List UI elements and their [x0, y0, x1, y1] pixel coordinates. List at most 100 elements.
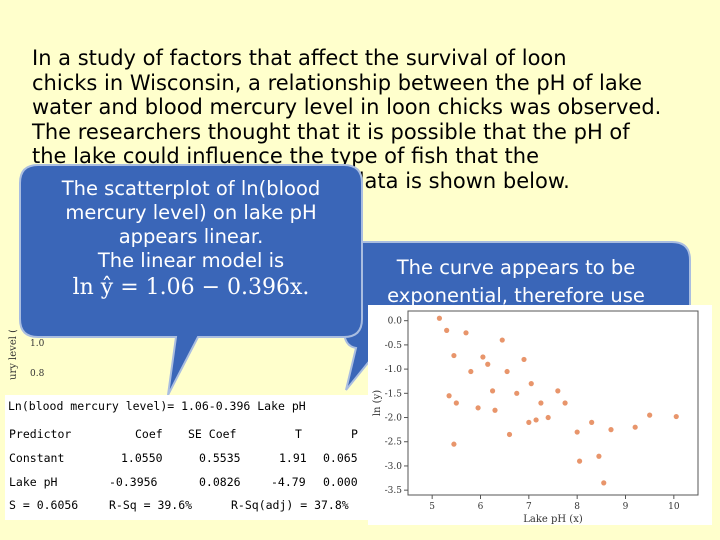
intro-line: In a study of factors that affect the su…: [32, 46, 567, 70]
scatter-point: [451, 352, 457, 359]
background-plot-ylabel: ury level (y): [8, 330, 19, 380]
callout-exponential-line: The curve appears to be: [396, 256, 636, 279]
intro-line: water and blood mercury level in loon ch…: [32, 95, 662, 119]
scatter-point: [492, 407, 498, 413]
x-tick-label: 7: [526, 502, 532, 512]
callout-linear-text: The scatterplot of ln(blood mercury leve…: [18, 177, 364, 273]
callout-linear-shape: [19, 164, 363, 396]
y-tick-label: 0.0: [388, 317, 403, 327]
intro-line: The researchers thought that it is possi…: [32, 119, 630, 144]
cell-p: 0.000: [323, 475, 358, 489]
scatter-point: [499, 337, 505, 343]
table-row: Constant 1.0550 0.5535 1.91 0.065: [5, 451, 368, 471]
callout-linear-line: mercury level) on lake pH: [65, 201, 317, 224]
y-tick-label: -3.0: [385, 462, 403, 472]
table-row: Lake pH -0.3956 0.0826 -4.79 0.000: [5, 475, 368, 495]
cell-t: 1.91: [279, 451, 307, 465]
scatter-point: [555, 388, 561, 394]
scatterplot-panel: 5 6 7 8 9 10 0.0 -0.5 -1.0 -1.5 -2.0 -2.5 -3.0 -3.5 L…: [368, 305, 712, 525]
callout-exponential-text: The curve appears to be exponential, the…: [340, 254, 692, 310]
x-tick-label: 8: [574, 502, 580, 512]
background-plot-fragment: ury level (y) 1.0 0.8: [8, 330, 45, 380]
scatter-point: [538, 400, 544, 406]
ln-scatterplot: 5 6 7 8 9 10 0.0 -0.5 -1.0 -1.5 -2.0 -2.5 -3.0 -3.5 L…: [372, 310, 699, 525]
callout-exponential-line: exponential, therefore use: [387, 284, 645, 307]
header-coef: Coef: [135, 427, 163, 441]
scatter-point: [673, 413, 679, 420]
callout-linear: The scatterplot of ln(blood mercury leve…: [18, 163, 364, 396]
scatter-point: [601, 480, 607, 486]
scatter-point: [589, 419, 595, 425]
y-tick-label: -1.0: [385, 365, 403, 375]
callout-linear-line: The scatterplot of ln(blood: [61, 177, 321, 200]
scatter-point: [489, 388, 496, 394]
x-tick-label: 5: [429, 502, 435, 512]
cell-se-coef: 0.0826: [199, 475, 241, 489]
background-plot-tick: 0.8: [30, 369, 45, 379]
header-t: T: [295, 427, 302, 441]
regression-equation-row: Ln(blood mercury level)= 1.06-0.396 Lake…: [5, 399, 368, 419]
callout-linear-line: appears linear.: [118, 225, 264, 248]
scatter-point: [576, 458, 583, 464]
scatter-point: [504, 368, 510, 375]
scatter-point: [562, 400, 568, 406]
header-se-coef: SE Coef: [188, 427, 237, 441]
y-tick-label: -1.5: [385, 389, 403, 399]
x-tick-label: 9: [623, 502, 629, 512]
scatter-point: [475, 405, 481, 411]
linear-model-equation: ln ŷ = 1.06 − 0.396x.: [72, 275, 310, 300]
scatter-point: [436, 315, 443, 321]
scatter-point: [463, 330, 469, 336]
y-tick-label: -2.0: [385, 414, 403, 424]
scatter-point: [514, 390, 520, 396]
summary-s: S = 0.6056: [9, 498, 79, 512]
scatter-point: [596, 453, 602, 459]
scatter-point: [545, 414, 551, 421]
y-tick-label: -2.5: [385, 438, 403, 448]
scatter-point: [632, 424, 638, 430]
regression-output: Ln(blood mercury level)= 1.06-0.396 Lake…: [5, 395, 368, 520]
scatter-point: [528, 381, 534, 387]
y-tick-label: -0.5: [385, 341, 403, 351]
scatter-point: [446, 393, 452, 399]
intro-line: chicks in Wisconsin, a relationship betw…: [32, 70, 643, 95]
header-predictor: Predictor: [9, 427, 72, 441]
cell-se-coef: 0.5535: [199, 451, 241, 465]
header-p: P: [351, 427, 358, 441]
plot-frame: [407, 310, 699, 496]
background-plot-tick: 1.0: [30, 339, 45, 349]
scatter-point: [453, 400, 459, 406]
x-axis-label: Lake pH (x): [523, 514, 583, 525]
summary-rsq: R-Sq = 39.6%: [109, 498, 193, 512]
cell-predictor: Constant: [9, 451, 65, 465]
y-tick-label: -3.5: [385, 486, 403, 496]
regression-summary-row: S = 0.6056 R-Sq = 39.6% R-Sq(adj) = 37.8…: [5, 498, 368, 518]
x-tick-label: 10: [668, 502, 680, 512]
cell-p: 0.065: [323, 451, 358, 465]
scatter-point: [647, 412, 653, 418]
scatter-point: [533, 417, 539, 423]
regression-equation: Ln(blood mercury level)= 1.06-0.396 Lake…: [8, 399, 306, 413]
y-axis-label: ln (y): [372, 390, 383, 416]
cell-coef: 1.0550: [121, 451, 163, 465]
scatter-point: [451, 441, 457, 447]
scatter-point: [526, 419, 532, 425]
scatter-point: [485, 361, 491, 367]
cell-coef: -0.3956: [109, 475, 158, 489]
scatter-point: [444, 327, 450, 333]
scatter-point: [574, 429, 580, 435]
scatter-point: [506, 431, 513, 438]
cell-predictor: Lake pH: [9, 475, 58, 489]
x-tick-label: 6: [478, 502, 484, 512]
axis-ticks: 5 6 7 8 9 10 0.0 -0.5 -1.0 -1.5 -2.0 -2.5 -3.0 -3.5: [385, 317, 680, 512]
scatter-point: [468, 368, 474, 375]
summary-rsq-adj: R-Sq(adj) = 37.8%: [231, 498, 349, 512]
scatter-point: [480, 354, 486, 360]
regression-header-row: Predictor Coef SE Coef T P: [5, 427, 368, 447]
cell-t: -4.79: [271, 475, 306, 489]
scatter-point: [608, 427, 614, 433]
scatter-points: [436, 315, 679, 486]
callout-linear-line: The linear model is: [97, 249, 285, 272]
scatter-point: [521, 356, 527, 363]
